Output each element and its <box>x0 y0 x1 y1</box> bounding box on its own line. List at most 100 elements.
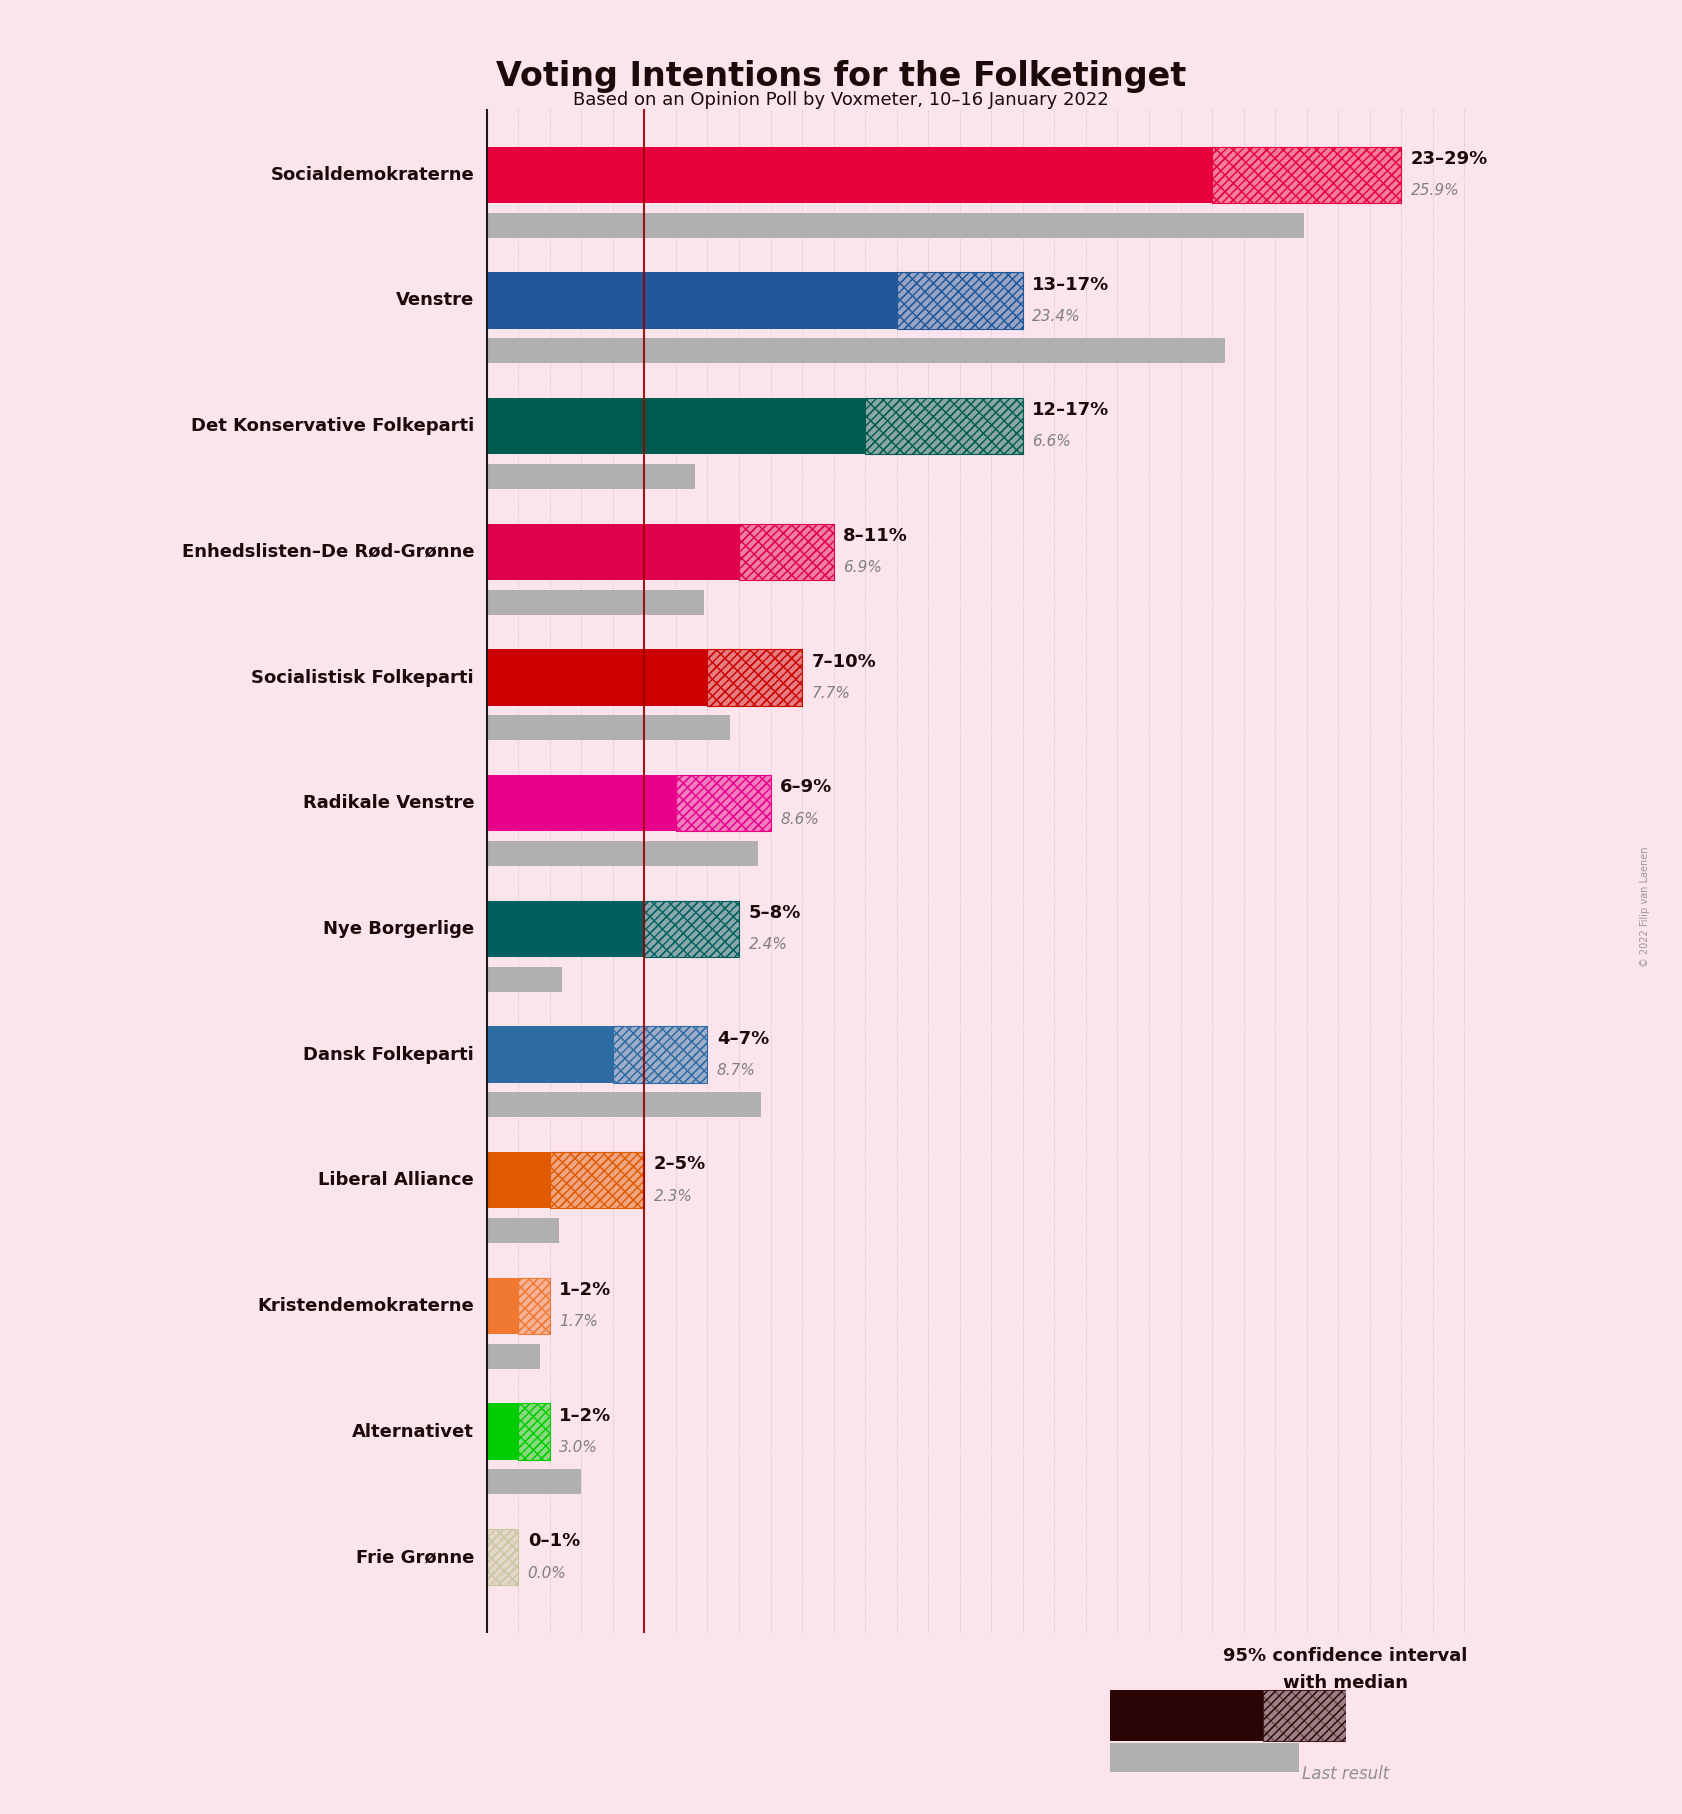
Bar <box>486 1469 582 1495</box>
Bar <box>518 1277 550 1333</box>
Bar <box>550 1152 644 1208</box>
Text: 3.0%: 3.0% <box>558 1440 599 1455</box>
Bar <box>1213 147 1401 203</box>
Text: 6.9%: 6.9% <box>843 561 881 575</box>
Bar <box>550 1152 644 1208</box>
Text: Enhedslisten–De Rød-Grønne: Enhedslisten–De Rød-Grønne <box>182 542 474 561</box>
Bar <box>1213 147 1401 203</box>
Bar <box>486 337 1224 363</box>
Text: Liberal Alliance: Liberal Alliance <box>318 1172 474 1190</box>
Bar <box>612 1027 708 1083</box>
Bar <box>486 590 705 615</box>
Text: 4–7%: 4–7% <box>717 1030 769 1048</box>
Bar <box>865 397 1023 455</box>
Text: Based on an Opinion Poll by Voxmeter, 10–16 January 2022: Based on an Opinion Poll by Voxmeter, 10… <box>574 91 1108 109</box>
Text: 12–17%: 12–17% <box>1033 401 1110 419</box>
Bar <box>486 1027 612 1083</box>
Bar <box>1263 1689 1346 1741</box>
Bar <box>550 1152 644 1208</box>
Text: 23.4%: 23.4% <box>1033 308 1082 325</box>
Text: Venstre: Venstre <box>395 292 474 310</box>
Bar <box>644 900 738 958</box>
Bar <box>486 967 562 992</box>
Bar <box>676 775 770 831</box>
Text: Last result: Last result <box>1302 1765 1389 1783</box>
Text: 95% confidence interval: 95% confidence interval <box>1223 1647 1468 1665</box>
Bar <box>486 1217 558 1243</box>
Bar <box>486 464 695 490</box>
Bar <box>486 1529 518 1585</box>
Bar <box>1263 1689 1346 1741</box>
Bar <box>518 1404 550 1460</box>
Text: 2.3%: 2.3% <box>654 1188 693 1203</box>
Text: 1–2%: 1–2% <box>558 1281 612 1299</box>
Bar <box>486 1529 518 1585</box>
Bar <box>486 272 897 328</box>
Text: 5–8%: 5–8% <box>748 903 801 922</box>
Bar <box>486 900 644 958</box>
Bar <box>1213 147 1401 203</box>
Bar <box>486 842 759 865</box>
Bar <box>676 775 770 831</box>
Text: 1.7%: 1.7% <box>558 1313 599 1330</box>
Bar <box>644 900 738 958</box>
Bar <box>1110 1689 1263 1741</box>
Text: 1–2%: 1–2% <box>558 1406 612 1424</box>
Bar <box>1110 1743 1299 1772</box>
Text: 7.7%: 7.7% <box>811 686 851 700</box>
Bar <box>676 775 770 831</box>
Text: 2.4%: 2.4% <box>748 938 787 952</box>
Bar <box>612 1027 708 1083</box>
Text: 25.9%: 25.9% <box>1411 183 1460 198</box>
Bar <box>486 649 708 706</box>
Text: 0–1%: 0–1% <box>528 1533 580 1551</box>
Text: Frie Grønne: Frie Grønne <box>355 1547 474 1565</box>
Bar <box>708 649 802 706</box>
Text: Det Konservative Folkeparti: Det Konservative Folkeparti <box>190 417 474 435</box>
Bar <box>486 524 738 580</box>
Bar <box>897 272 1023 328</box>
Text: 23–29%: 23–29% <box>1411 151 1489 169</box>
Bar <box>865 397 1023 455</box>
Bar <box>738 524 834 580</box>
Text: 8.7%: 8.7% <box>717 1063 755 1078</box>
Bar <box>486 715 730 740</box>
Text: 6–9%: 6–9% <box>780 778 833 796</box>
Bar <box>897 272 1023 328</box>
Bar <box>518 1404 550 1460</box>
Bar <box>708 649 802 706</box>
Bar <box>865 397 1023 455</box>
Text: Dansk Folkeparti: Dansk Folkeparti <box>303 1045 474 1063</box>
Bar <box>486 775 676 831</box>
Text: 6.6%: 6.6% <box>1033 435 1071 450</box>
Bar <box>738 524 834 580</box>
Bar <box>486 1529 518 1585</box>
Text: Kristendemokraterne: Kristendemokraterne <box>257 1297 474 1315</box>
Text: 0.0%: 0.0% <box>528 1565 567 1580</box>
Bar <box>486 1277 518 1333</box>
Text: Radikale Venstre: Radikale Venstre <box>303 795 474 813</box>
Bar <box>897 272 1023 328</box>
Text: 2–5%: 2–5% <box>654 1156 706 1174</box>
Bar <box>518 1404 550 1460</box>
Text: Voting Intentions for the Folketinget: Voting Intentions for the Folketinget <box>496 60 1186 93</box>
Text: Nye Borgerlige: Nye Borgerlige <box>323 920 474 938</box>
Bar <box>486 1152 550 1208</box>
Text: Alternativet: Alternativet <box>352 1422 474 1440</box>
Text: © 2022 Filip van Laenen: © 2022 Filip van Laenen <box>1640 847 1650 967</box>
Bar <box>486 1344 540 1370</box>
Bar <box>486 1404 518 1460</box>
Bar <box>518 1277 550 1333</box>
Text: 13–17%: 13–17% <box>1033 276 1110 294</box>
Bar <box>486 397 865 455</box>
Bar <box>644 900 738 958</box>
Text: Socialistisk Folkeparti: Socialistisk Folkeparti <box>252 669 474 686</box>
Bar <box>486 147 1213 203</box>
Text: 7–10%: 7–10% <box>811 653 876 671</box>
Bar <box>486 1092 760 1117</box>
Text: 8.6%: 8.6% <box>780 811 819 827</box>
Bar <box>486 212 1304 238</box>
Text: 8–11%: 8–11% <box>843 528 908 544</box>
Bar <box>518 1277 550 1333</box>
Bar <box>612 1027 708 1083</box>
